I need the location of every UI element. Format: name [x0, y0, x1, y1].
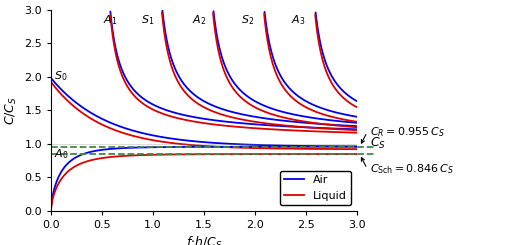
- Text: $A_0$: $A_0$: [54, 147, 68, 161]
- Text: $A_3$: $A_3$: [290, 13, 304, 27]
- Text: $C_S$: $C_S$: [369, 136, 385, 151]
- Legend: Air, Liquid: Air, Liquid: [279, 171, 351, 205]
- Text: $S_2$: $S_2$: [241, 13, 254, 27]
- Text: $A_1$: $A_1$: [103, 13, 117, 27]
- Text: $A_2$: $A_2$: [191, 13, 206, 27]
- Y-axis label: $C/C_S$: $C/C_S$: [4, 96, 19, 125]
- Text: $C_{\rm Sch}=0.846\,C_S$: $C_{\rm Sch}=0.846\,C_S$: [369, 162, 453, 176]
- Text: $S_0$: $S_0$: [54, 69, 68, 83]
- X-axis label: $f{\cdot}h/C_S$: $f{\cdot}h/C_S$: [185, 235, 222, 245]
- Text: $S_1$: $S_1$: [141, 13, 154, 27]
- Text: $C_R = 0.955\,C_S$: $C_R = 0.955\,C_S$: [369, 125, 444, 139]
